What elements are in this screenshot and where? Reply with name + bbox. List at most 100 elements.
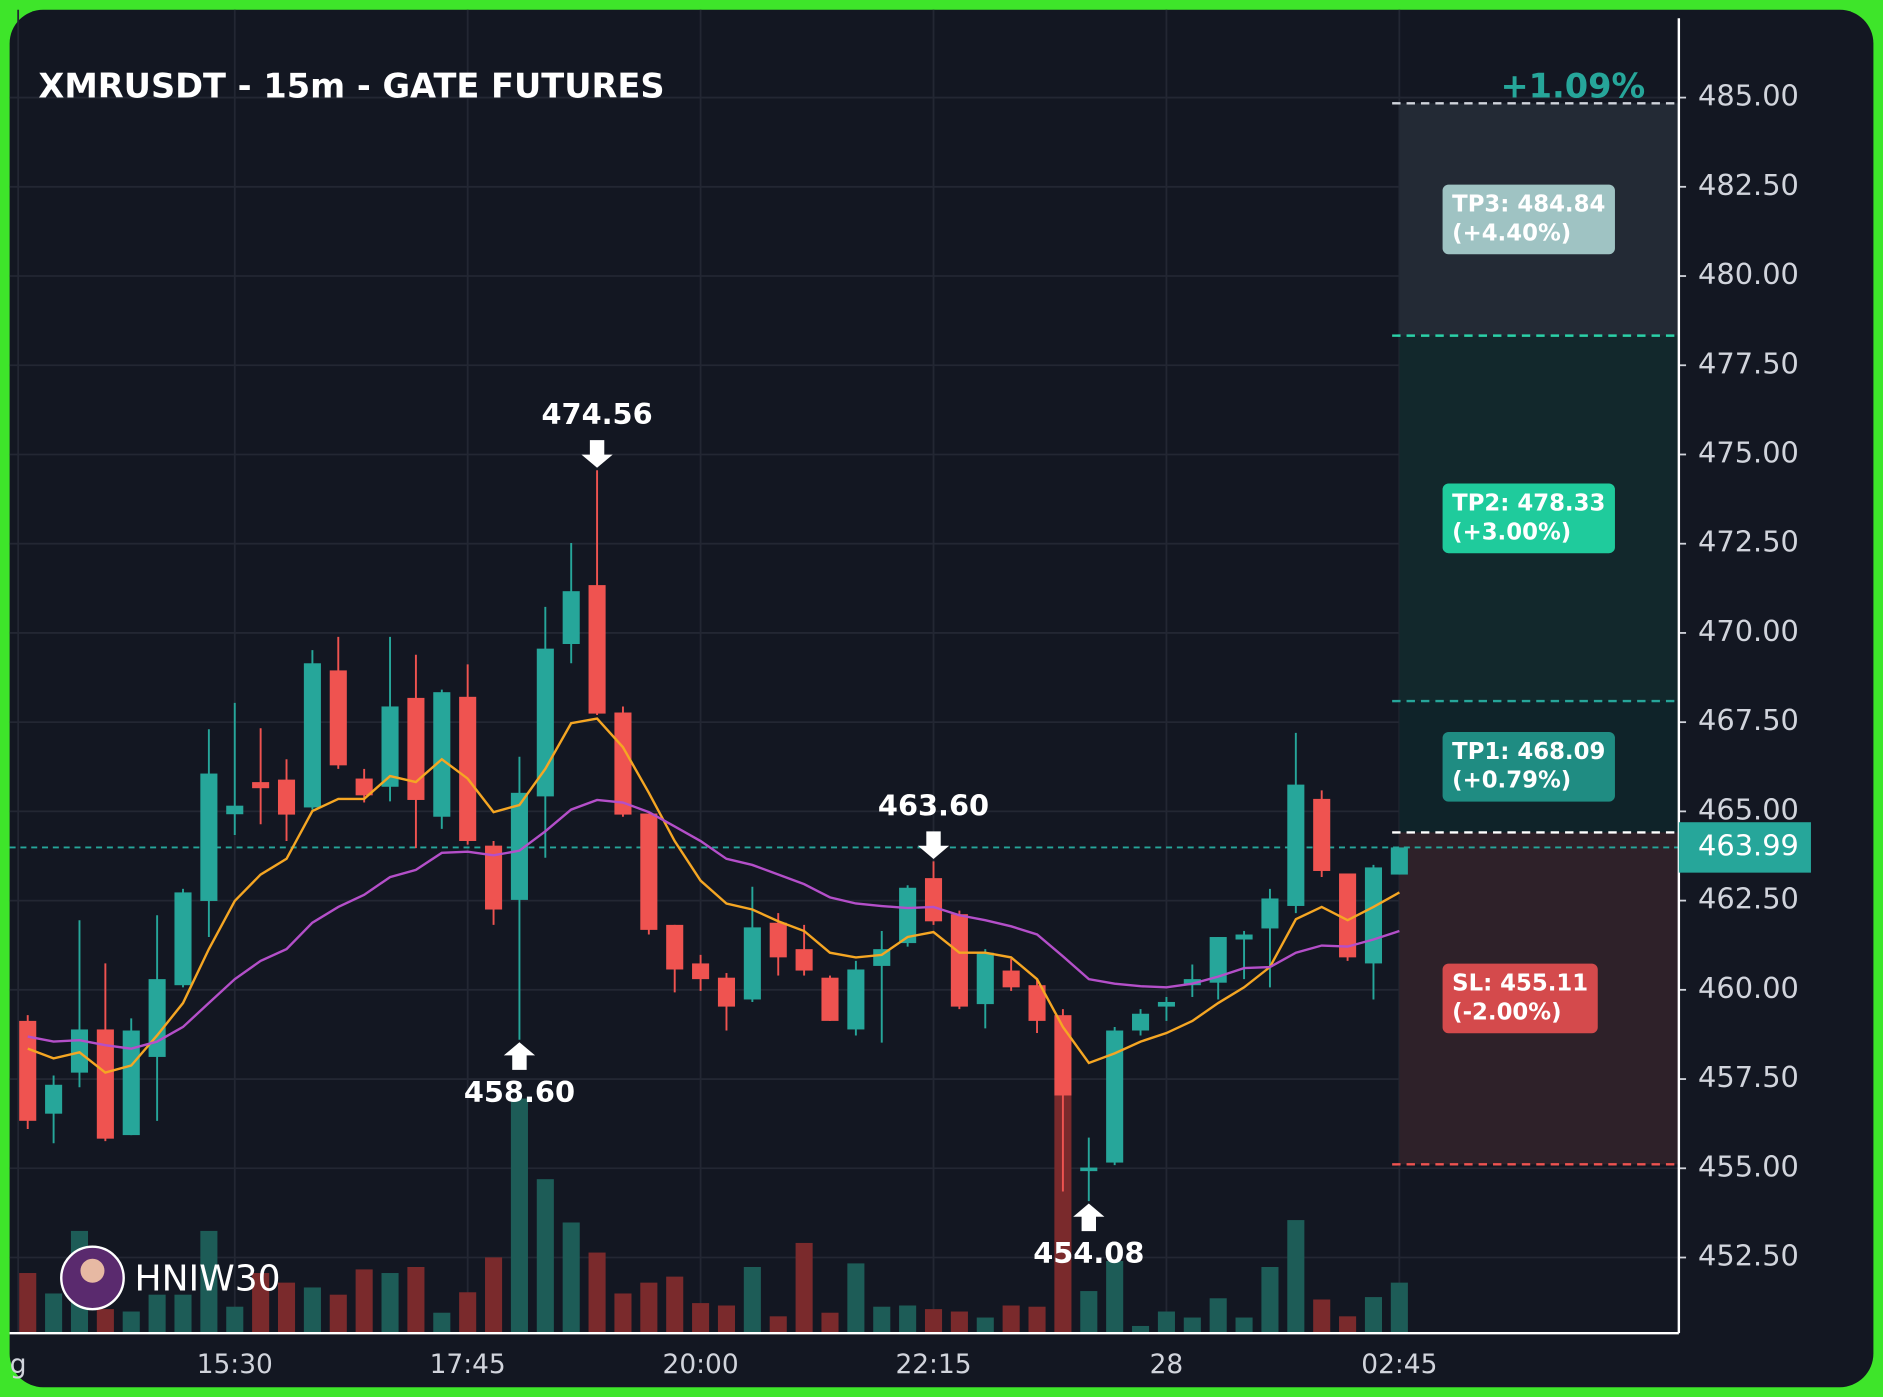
candle-body bbox=[536, 648, 554, 797]
volume-bar bbox=[19, 1273, 37, 1334]
candle-body bbox=[821, 977, 839, 1021]
candle-body bbox=[1054, 1015, 1072, 1096]
volume-bar bbox=[924, 1309, 943, 1334]
candle-body bbox=[614, 712, 632, 815]
level-label: TP2: 478.33 bbox=[1452, 490, 1605, 516]
level-label: SL: 455.11 bbox=[1452, 970, 1588, 996]
x-tick-label: 15:30 bbox=[197, 1349, 273, 1380]
candle-body bbox=[899, 887, 917, 944]
last-price-box bbox=[1678, 822, 1811, 873]
volume-bar bbox=[510, 1098, 528, 1334]
candle-body bbox=[692, 963, 710, 980]
volume-bar bbox=[976, 1317, 994, 1334]
x-tick-label: 20:00 bbox=[663, 1349, 739, 1380]
moving-average bbox=[27, 717, 1400, 1074]
y-tick-label: 457.50 bbox=[1698, 1060, 1799, 1094]
y-tick-label: 480.00 bbox=[1698, 257, 1799, 291]
level-percent: (+0.79%) bbox=[1452, 768, 1571, 794]
candle-body bbox=[252, 782, 270, 789]
x-tick-label: 22:15 bbox=[895, 1349, 971, 1380]
volume-bar bbox=[640, 1282, 658, 1334]
level-box bbox=[1442, 184, 1615, 255]
volume-bar bbox=[381, 1273, 399, 1334]
volume-bar bbox=[1054, 1094, 1072, 1334]
volume-bar bbox=[1106, 1260, 1124, 1334]
volume-bar bbox=[1080, 1291, 1098, 1334]
volume-bar bbox=[1313, 1299, 1331, 1334]
annotation-arrow bbox=[503, 1042, 536, 1070]
volume-bar bbox=[821, 1312, 839, 1334]
candle-body bbox=[277, 779, 296, 815]
annotation-arrow bbox=[581, 440, 613, 468]
volume-bar bbox=[1339, 1316, 1357, 1334]
candle-body bbox=[1183, 979, 1201, 986]
candle-body bbox=[329, 670, 347, 766]
annotation-label: 463.60 bbox=[878, 788, 989, 822]
volume-bar bbox=[1390, 1282, 1408, 1334]
x-tick-label: 02:45 bbox=[1361, 1349, 1437, 1380]
candle-body bbox=[795, 949, 813, 971]
volume-bar bbox=[96, 1309, 114, 1334]
avatar-face bbox=[80, 1258, 105, 1283]
candle-body bbox=[433, 692, 451, 817]
candle-body bbox=[1132, 1013, 1150, 1031]
volume-bar bbox=[459, 1292, 477, 1334]
y-tick-label: 482.50 bbox=[1698, 168, 1799, 202]
candle-body bbox=[1209, 937, 1227, 983]
volume-bar bbox=[226, 1306, 244, 1334]
volume-bar bbox=[769, 1316, 787, 1334]
volume-bar bbox=[433, 1312, 451, 1334]
annotation-label: 454.08 bbox=[1033, 1236, 1144, 1270]
candle-body bbox=[1313, 798, 1331, 871]
volume-bar bbox=[1002, 1305, 1020, 1334]
y-tick-label: 472.50 bbox=[1698, 525, 1799, 559]
x-tick-label: 28 bbox=[1150, 1349, 1184, 1380]
volume-bar bbox=[795, 1242, 813, 1334]
candle-body bbox=[45, 1084, 63, 1114]
y-tick-label: 467.50 bbox=[1698, 703, 1799, 737]
volume-bar bbox=[1209, 1298, 1227, 1334]
volume-bar bbox=[1261, 1267, 1279, 1334]
candle-body bbox=[847, 969, 865, 1030]
volume-bar bbox=[174, 1294, 192, 1334]
chart-title: XMRUSDT - 15m - GATE FUTURES bbox=[38, 66, 664, 105]
change-label: +1.09% bbox=[1500, 66, 1645, 105]
candle-body bbox=[1157, 1001, 1175, 1007]
volume-bar bbox=[666, 1276, 684, 1334]
y-tick-label: 452.50 bbox=[1698, 1239, 1799, 1273]
candle-body bbox=[96, 1029, 114, 1139]
volume-bar bbox=[614, 1293, 632, 1334]
candle-body bbox=[1364, 867, 1383, 964]
volume-bar bbox=[873, 1306, 891, 1334]
level-label: TP3: 484.84 bbox=[1452, 192, 1605, 218]
last-price-label: 463.99 bbox=[1698, 828, 1799, 862]
candle-body bbox=[1261, 898, 1279, 929]
volume-bar bbox=[1157, 1311, 1175, 1334]
volume-bar bbox=[303, 1287, 321, 1334]
y-tick-label: 460.00 bbox=[1698, 971, 1799, 1005]
annotation-label: 458.60 bbox=[464, 1075, 575, 1109]
candle-body bbox=[70, 1029, 89, 1073]
candle-body bbox=[717, 977, 736, 1007]
level-percent: (+4.40%) bbox=[1452, 220, 1571, 246]
candle-body bbox=[510, 792, 528, 900]
candle-body bbox=[1390, 847, 1408, 875]
level-percent: (+3.00%) bbox=[1452, 519, 1571, 545]
candle-body bbox=[1002, 970, 1020, 988]
volume-bar bbox=[536, 1179, 554, 1334]
volume-bar bbox=[692, 1303, 710, 1334]
candle-body bbox=[226, 805, 244, 815]
volume-bar bbox=[717, 1305, 736, 1334]
candle-body bbox=[355, 778, 373, 796]
level-percent: (-2.00%) bbox=[1452, 999, 1561, 1025]
y-tick-label: 455.00 bbox=[1698, 1149, 1799, 1183]
candle-body bbox=[588, 585, 606, 714]
candle-body bbox=[1235, 934, 1253, 940]
candle-body bbox=[743, 927, 761, 1000]
candle-body bbox=[303, 663, 321, 808]
annotation-label: 474.56 bbox=[541, 397, 652, 431]
volume-bar bbox=[562, 1222, 580, 1334]
candle-body bbox=[769, 922, 787, 958]
candle-body bbox=[148, 979, 166, 1057]
